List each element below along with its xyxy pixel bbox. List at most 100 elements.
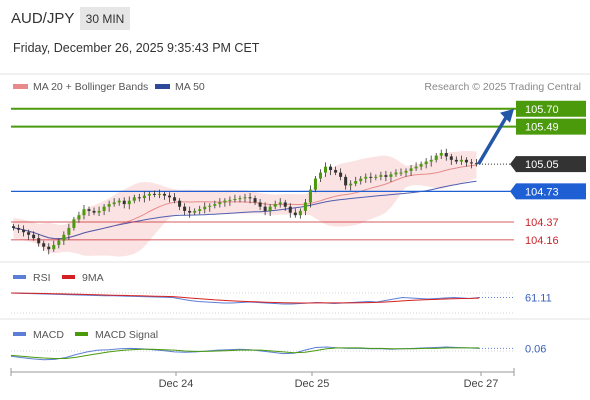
candle-up: [142, 195, 146, 199]
credit-text: Research © 2025 Trading Central: [424, 81, 581, 93]
rsi-value-label: 61.11: [525, 293, 552, 305]
candle-up: [228, 199, 232, 201]
candle-up: [243, 197, 247, 199]
macd-legend-swatch: [13, 332, 26, 336]
candle-down: [248, 197, 252, 199]
candle-up: [349, 183, 353, 186]
rsi-ma-legend-label: 9MA: [82, 272, 104, 284]
candle-up: [303, 202, 307, 211]
pivot-label: 104.73: [525, 186, 559, 198]
current-label: 105.05: [525, 159, 559, 171]
candle-down: [92, 210, 96, 213]
candle-up: [459, 159, 463, 162]
candle-down: [369, 176, 373, 178]
candle-down: [258, 202, 262, 207]
candle-up: [102, 206, 106, 211]
candle-up: [218, 202, 222, 205]
target-1-label: 105.49: [525, 122, 559, 134]
candle-up: [389, 174, 393, 177]
candle-up: [147, 193, 151, 196]
target-1-tag: [516, 118, 586, 135]
candle-up: [157, 193, 161, 195]
candle-up: [62, 234, 66, 241]
rsi-series-1: [10, 292, 480, 304]
macd-series-1: [10, 347, 479, 359]
candle-up: [359, 178, 363, 182]
candle-down: [47, 246, 51, 250]
candle-down: [384, 175, 388, 177]
candle-up: [238, 198, 242, 200]
candle-up: [82, 209, 86, 216]
macd-legend-label: MACD: [33, 329, 64, 341]
candle-down: [168, 195, 172, 198]
ma20-legend-label: MA 20 + Bollinger Bands: [33, 81, 148, 93]
candle-up: [223, 200, 227, 203]
candle-up: [213, 204, 217, 206]
candle-up: [318, 172, 322, 179]
macd-signal-legend-swatch: [75, 332, 88, 336]
candle-down: [334, 170, 338, 173]
candle-down: [178, 200, 182, 207]
candle-up: [57, 240, 61, 245]
rsi-legend-label: RSI: [33, 272, 51, 284]
candle-up: [198, 209, 202, 211]
candle-down: [474, 163, 478, 165]
ma50-legend-label: MA 50: [175, 81, 205, 93]
pair-title: AUD/JPY: [11, 10, 75, 27]
candle-up: [308, 189, 312, 203]
candle-down: [464, 159, 468, 163]
candle-up: [354, 181, 358, 184]
rsi-legend-swatch: [13, 275, 26, 279]
target-2-tag: [516, 100, 586, 117]
rsi-ma-legend-swatch: [62, 275, 75, 279]
candle-up: [278, 202, 282, 205]
macd-signal-legend-label: MACD Signal: [95, 329, 158, 341]
macd-value-label: 0.06: [525, 343, 546, 355]
candle-up: [127, 200, 131, 205]
candle-up: [374, 176, 378, 178]
x-tick-label: Dec 27: [464, 378, 499, 390]
candle-down: [263, 206, 267, 211]
candle-down: [87, 209, 91, 211]
candle-up: [298, 210, 302, 216]
candle-down: [188, 210, 192, 213]
candle-down: [122, 200, 126, 205]
candle-down: [288, 206, 292, 213]
candle-up: [77, 215, 81, 220]
candle-down: [449, 156, 453, 160]
candle-down: [12, 226, 16, 228]
candle-down: [283, 202, 287, 207]
candle-up: [429, 159, 433, 162]
candle-down: [162, 193, 166, 196]
candle-up: [419, 164, 423, 167]
timeframe-badge[interactable]: 30 MIN: [80, 7, 130, 30]
candle-down: [42, 243, 46, 247]
candle-down: [293, 212, 297, 216]
target-2-label: 105.70: [525, 104, 559, 116]
rsi-series-0: [10, 292, 480, 305]
candle-down: [454, 159, 458, 162]
candle-up: [117, 200, 121, 203]
projection-arrow-head: [500, 108, 514, 123]
candle-up: [67, 227, 71, 235]
candle-up: [394, 172, 398, 175]
x-tick-label: Dec 25: [295, 378, 330, 390]
ma20-legend-swatch: [13, 84, 28, 89]
candle-up: [193, 210, 197, 213]
candle-up: [97, 210, 101, 213]
candle-up: [112, 202, 116, 205]
candle-up: [379, 175, 383, 177]
candle-down: [253, 198, 257, 203]
candle-down: [183, 206, 187, 211]
ma50-line: [13, 180, 477, 240]
candle-up: [434, 155, 438, 160]
candle-down: [32, 234, 36, 239]
candle-up: [132, 197, 136, 201]
candle-up: [233, 199, 237, 201]
projection-arrow: [476, 114, 509, 165]
candle-down: [329, 166, 333, 171]
current-tag: [516, 156, 586, 173]
candle-up: [364, 176, 368, 179]
candle-down: [152, 193, 156, 195]
